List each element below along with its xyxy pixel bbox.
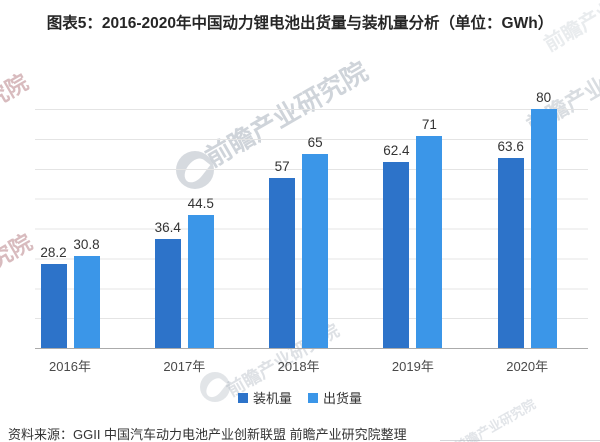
bar-column: 30.8 [73,109,100,348]
value-label: 62.4 [383,142,410,158]
value-label: 71 [421,116,437,132]
plot-area: 28.2 30.8 36.4 44.5 57 65 62.4 71 63.6 80 [35,90,588,349]
source-note: 资料来源：GGII 中国汽车动力电池产业创新联盟 前瞻产业研究院整理 [8,427,407,442]
bar-column: 28.2 [40,109,67,348]
value-label: 65 [307,134,323,150]
bar-group: 57 65 [259,109,339,348]
bar [73,256,100,348]
legend: 装机量 出货量 [0,388,600,407]
bar [302,153,329,348]
value-label: 63.6 [497,139,524,154]
bar-column: 36.4 [155,109,181,348]
x-axis-tick-label: 2018年 [277,359,320,374]
bar [154,239,181,348]
bar-column: 71 [416,109,443,348]
bar-column: 62.4 [383,109,410,348]
bar-group: 62.4 71 [373,109,453,348]
legend-item: 出货量 [308,388,362,407]
bar [530,109,557,348]
watermark-text-red: 前瞻产业研究院 [0,69,33,169]
legend-item: 装机量 [237,388,292,407]
value-label: 80 [536,90,552,105]
bar [416,135,443,348]
chart-title: 图表5：2016-2020年中国动力锂电池出货量与装机量分析（单位：GWh） [46,15,554,32]
value-label: 28.2 [40,244,67,260]
bar-column: 44.5 [188,109,214,348]
bar-group: 63.6 80 [487,90,567,348]
bar [40,263,67,348]
bar-group: 36.4 44.5 [144,109,224,348]
value-label: 57 [274,158,290,174]
x-axis-tick-label: 2017年 [163,359,206,374]
bar-column: 80 [530,90,557,348]
value-label: 44.5 [187,196,214,212]
x-axis-tick-label: 2019年 [391,359,434,374]
bar-column: 63.6 [498,109,524,348]
legend-label: 装机量 [252,391,292,406]
x-axis-labels: 2016年 2017年 2018年 2019年 2020年 [35,356,588,374]
bar-group: 28.2 30.8 [30,109,110,348]
bar [187,215,214,348]
bar [269,177,296,348]
value-label: 30.8 [73,237,100,252]
value-label: 36.4 [154,220,181,236]
bar [383,161,410,348]
bar-column: 57 [269,109,296,348]
x-axis-tick-label: 2016年 [49,359,91,374]
legend-label: 出货量 [323,391,363,406]
bar [497,158,524,348]
bar-column: 65 [302,109,329,348]
legend-swatch-icon [308,392,318,403]
legend-swatch-icon [237,392,248,403]
x-axis-tick-label: 2020年 [506,359,549,374]
